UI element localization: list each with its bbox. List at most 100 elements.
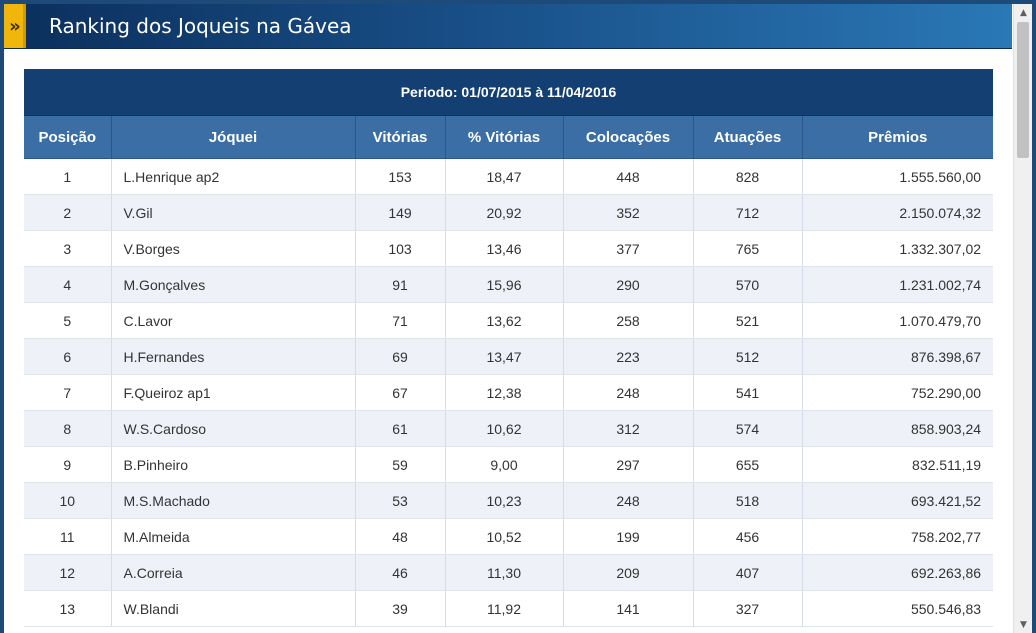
column-header-jockey[interactable]: Jóquei — [111, 115, 356, 159]
cell-rides: 327 — [693, 590, 803, 627]
cell-jockey: V.Gil — [111, 194, 356, 231]
column-header-rides[interactable]: Atuações — [693, 115, 803, 159]
cell-rides: 828 — [693, 158, 803, 195]
cell-placings: 209 — [563, 554, 694, 591]
period-label: Periodo: 01/07/2015 à 11/04/2016 — [24, 69, 994, 116]
cell-pct-wins: 18,47 — [445, 158, 564, 195]
cell-placings: 248 — [563, 374, 694, 411]
cell-wins: 153 — [355, 158, 446, 195]
cell-pct-wins: 13,46 — [445, 230, 564, 267]
cell-position: 3 — [24, 230, 112, 267]
table-row: 1 L.Henrique ap2 153 18,47 448 828 1.555… — [24, 158, 994, 195]
column-header-wins[interactable]: Vitórias — [355, 115, 446, 159]
cell-placings: 448 — [563, 158, 694, 195]
cell-pct-wins: 10,62 — [445, 410, 564, 447]
cell-position: 4 — [24, 266, 112, 303]
scroll-up-arrow-icon[interactable]: ▲ — [1020, 7, 1027, 18]
cell-position: 2 — [24, 194, 112, 231]
cell-wins: 61 — [355, 410, 446, 447]
cell-pct-wins: 9,00 — [445, 446, 564, 483]
cell-prizes: 1.555.560,00 — [802, 158, 994, 195]
title-bar: » Ranking dos Joqueis na Gávea — [4, 4, 1012, 49]
cell-jockey: W.Blandi — [111, 590, 356, 627]
cell-position: 11 — [24, 518, 112, 555]
cell-pct-wins: 10,52 — [445, 518, 564, 555]
cell-placings: 141 — [563, 590, 694, 627]
cell-position: 8 — [24, 410, 112, 447]
cell-pct-wins: 10,23 — [445, 482, 564, 519]
cell-prizes: 2.150.074,32 — [802, 194, 994, 231]
cell-pct-wins: 13,62 — [445, 302, 564, 339]
cell-pct-wins: 11,92 — [445, 590, 564, 627]
cell-wins: 48 — [355, 518, 446, 555]
cell-placings: 312 — [563, 410, 694, 447]
ranking-table-container: Periodo: 01/07/2015 à 11/04/2016 Posição… — [24, 69, 994, 627]
cell-wins: 69 — [355, 338, 446, 375]
cell-rides: 407 — [693, 554, 803, 591]
column-header-pct-wins[interactable]: % Vitórias — [445, 115, 564, 159]
cell-wins: 39 — [355, 590, 446, 627]
cell-wins: 67 — [355, 374, 446, 411]
cell-jockey: M.S.Machado — [111, 482, 356, 519]
cell-wins: 59 — [355, 446, 446, 483]
table-row: 7 F.Queiroz ap1 67 12,38 248 541 752.290… — [24, 374, 994, 411]
cell-pct-wins: 11,30 — [445, 554, 564, 591]
cell-jockey: M.Almeida — [111, 518, 356, 555]
cell-jockey: B.Pinheiro — [111, 446, 356, 483]
column-header-prizes[interactable]: Prêmios — [802, 115, 994, 159]
cell-wins: 103 — [355, 230, 446, 267]
table-row: 11 M.Almeida 48 10,52 199 456 758.202,77 — [24, 518, 994, 555]
cell-placings: 290 — [563, 266, 694, 303]
cell-pct-wins: 13,47 — [445, 338, 564, 375]
cell-rides: 570 — [693, 266, 803, 303]
cell-jockey: A.Correia — [111, 554, 356, 591]
table-row: 13 W.Blandi 39 11,92 141 327 550.546,83 — [24, 590, 994, 627]
table-header-row: Posição Jóquei Vitórias % Vitórias Coloc… — [24, 115, 994, 159]
cell-placings: 352 — [563, 194, 694, 231]
table-row: 6 H.Fernandes 69 13,47 223 512 876.398,6… — [24, 338, 994, 375]
cell-rides: 574 — [693, 410, 803, 447]
cell-prizes: 858.903,24 — [802, 410, 994, 447]
cell-prizes: 876.398,67 — [802, 338, 994, 375]
cell-placings: 199 — [563, 518, 694, 555]
cell-rides: 512 — [693, 338, 803, 375]
cell-pct-wins: 20,92 — [445, 194, 564, 231]
ranking-window: » Ranking dos Joqueis na Gávea Periodo: … — [4, 4, 1032, 633]
cell-prizes: 832.511,19 — [802, 446, 994, 483]
column-header-position[interactable]: Posição — [24, 115, 112, 159]
cell-prizes: 1.070.479,70 — [802, 302, 994, 339]
cell-position: 10 — [24, 482, 112, 519]
column-header-placings[interactable]: Colocações — [563, 115, 694, 159]
cell-pct-wins: 15,96 — [445, 266, 564, 303]
scroll-down-arrow-icon[interactable]: ▼ — [1020, 619, 1027, 630]
period-row: Periodo: 01/07/2015 à 11/04/2016 — [24, 69, 994, 116]
scrollbar-thumb[interactable] — [1017, 22, 1029, 158]
cell-prizes: 693.421,52 — [802, 482, 994, 519]
cell-rides: 712 — [693, 194, 803, 231]
cell-prizes: 758.202,77 — [802, 518, 994, 555]
cell-rides: 655 — [693, 446, 803, 483]
cell-wins: 149 — [355, 194, 446, 231]
cell-rides: 541 — [693, 374, 803, 411]
cell-jockey: C.Lavor — [111, 302, 356, 339]
cell-prizes: 1.231.002,74 — [802, 266, 994, 303]
table-row: 10 M.S.Machado 53 10,23 248 518 693.421,… — [24, 482, 994, 519]
cell-position: 5 — [24, 302, 112, 339]
cell-placings: 377 — [563, 230, 694, 267]
vertical-scrollbar[interactable]: ▲ ▼ — [1013, 4, 1032, 633]
table-row: 3 V.Borges 103 13,46 377 765 1.332.307,0… — [24, 230, 994, 267]
cell-position: 12 — [24, 554, 112, 591]
cell-rides: 518 — [693, 482, 803, 519]
cell-placings: 248 — [563, 482, 694, 519]
cell-rides: 765 — [693, 230, 803, 267]
cell-jockey: H.Fernandes — [111, 338, 356, 375]
cell-jockey: F.Queiroz ap1 — [111, 374, 356, 411]
cell-position: 13 — [24, 590, 112, 627]
table-row: 8 W.S.Cardoso 61 10,62 312 574 858.903,2… — [24, 410, 994, 447]
cell-wins: 71 — [355, 302, 446, 339]
table-row: 9 B.Pinheiro 59 9,00 297 655 832.511,19 — [24, 446, 994, 483]
cell-rides: 521 — [693, 302, 803, 339]
cell-wins: 91 — [355, 266, 446, 303]
double-chevron-right-icon[interactable]: » — [4, 4, 26, 48]
table-row: 12 A.Correia 46 11,30 209 407 692.263,86 — [24, 554, 994, 591]
